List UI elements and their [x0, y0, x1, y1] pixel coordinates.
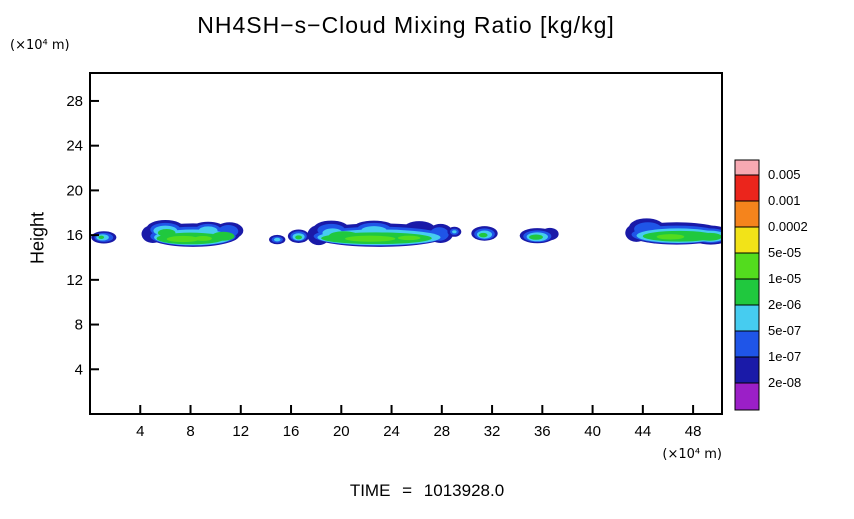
cloud-blob — [447, 226, 462, 237]
x-tick-label: 8 — [186, 423, 194, 440]
y-tick-label: 20 — [66, 182, 83, 199]
x-axis-unit-label: (×10⁴ m) — [662, 447, 722, 462]
y-tick-label: 28 — [66, 93, 83, 110]
colorbar-label: 2e-08 — [768, 375, 801, 390]
cloud-blob — [471, 226, 498, 241]
y-axis-unit-label: (×10⁴ m) — [10, 38, 70, 53]
colorbar-segment — [734, 200, 760, 228]
colorbar-segment — [734, 226, 760, 254]
colorbar-label: 5e-07 — [768, 323, 801, 338]
time-label: TIME = 1013928.0 — [349, 481, 505, 500]
cloud-blob — [519, 227, 559, 244]
x-tick-label: 16 — [283, 423, 300, 440]
colorbar-label: 0.0002 — [768, 219, 808, 234]
cloud-blob — [625, 218, 722, 245]
x-tick-label: 32 — [484, 423, 501, 440]
x-tick-label: 4 — [136, 423, 144, 440]
colorbar-label: 2e-06 — [768, 297, 801, 312]
colorbar-label: 0.005 — [768, 167, 801, 182]
colorbar-segment — [734, 252, 760, 280]
cloud-blob — [91, 231, 117, 244]
y-tick-label: 12 — [66, 272, 83, 289]
colorbar-segment — [734, 159, 760, 176]
x-tick-label: 12 — [232, 423, 249, 440]
colorbar-segment — [734, 330, 760, 358]
colorbar-segment — [734, 304, 760, 332]
plot-frame — [89, 72, 723, 415]
colorbar-label: 1e-07 — [768, 349, 801, 364]
colorbar-segment — [734, 356, 760, 384]
x-tick-label: 40 — [584, 423, 601, 440]
x-tick-label: 20 — [333, 423, 350, 440]
y-tick-label: 8 — [75, 317, 83, 334]
x-tick-label: 28 — [433, 423, 450, 440]
x-tick-label: 36 — [534, 423, 551, 440]
cloud-blob — [287, 229, 310, 243]
colorbar-segment — [734, 278, 760, 306]
chart-title: NH4SH−s−Cloud Mixing Ratio [kg/kg] — [197, 12, 615, 38]
cloud-blob — [269, 234, 286, 245]
y-tick-label: 24 — [66, 138, 83, 155]
colorbar-label: 1e-05 — [768, 271, 801, 286]
cloud-blob — [307, 220, 454, 247]
cloud-blob — [141, 220, 244, 247]
colorbar-label: 5e-05 — [768, 245, 801, 260]
colorbar-segment — [734, 174, 760, 202]
colorbar-label: 0.001 — [768, 193, 801, 208]
x-tick-label: 44 — [634, 423, 651, 440]
y-tick-label: 4 — [75, 361, 83, 378]
cloud-field — [91, 218, 722, 247]
x-tick-label: 24 — [383, 423, 400, 440]
colorbar-segment — [734, 382, 760, 411]
y-tick-label: 16 — [66, 227, 83, 244]
x-tick-label: 48 — [685, 423, 702, 440]
